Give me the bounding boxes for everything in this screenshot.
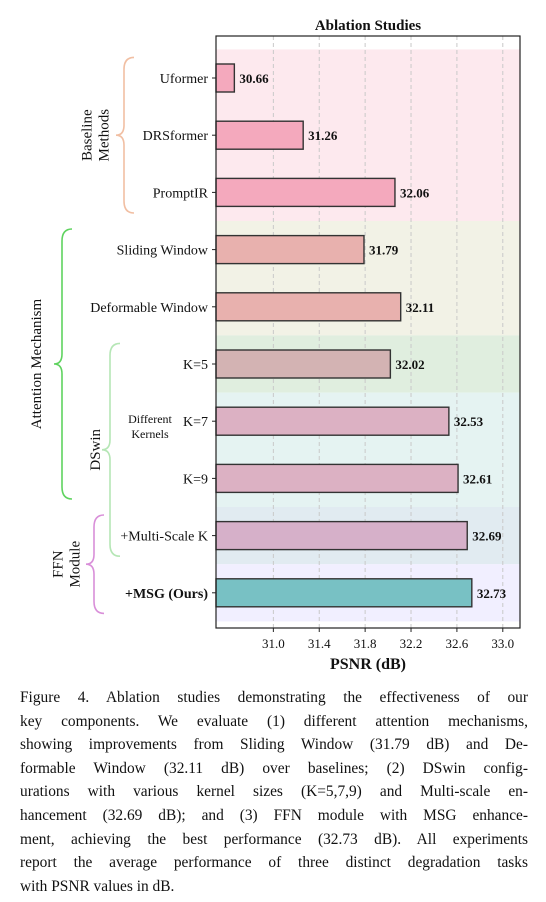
x-tick-label: 31.0 — [262, 636, 285, 651]
plot-frame — [215, 35, 521, 629]
x-tick-label: 31.4 — [308, 636, 331, 651]
caption-line: with PSNR values in dB. — [20, 877, 175, 895]
chart-title: Ablation Studies — [315, 18, 421, 34]
category-label: DRSformer — [143, 129, 209, 144]
x-tick-label: 31.8 — [354, 636, 377, 651]
category-label: Deformable Window — [90, 301, 209, 316]
group-label: Methods — [97, 109, 113, 162]
sub-group-label: Kernels — [131, 427, 169, 441]
bar-value-label: 32.73 — [477, 586, 507, 601]
group-label: Module — [68, 541, 84, 588]
bar-value-label: 32.06 — [400, 185, 430, 200]
bar — [215, 63, 236, 93]
category-label: Uformer — [160, 72, 209, 87]
x-axis-ticks: 31.0 31.4 31.8 32.2 32.6 33.0 — [262, 628, 514, 651]
x-axis-label: PSNR (dB) — [330, 656, 406, 673]
category-label: K=7 — [183, 415, 208, 430]
bar — [215, 177, 396, 208]
bar — [215, 463, 459, 494]
ablation-chart: 30.66 31.26 32.06 31.79 32.11 32.02 32.53 32.61… — [29, 18, 521, 673]
x-tick-label: 32.6 — [446, 636, 469, 651]
bar-value-label: 32.61 — [463, 471, 492, 486]
bar — [215, 234, 365, 265]
bar-value-label: 31.79 — [369, 243, 399, 258]
bar — [215, 120, 304, 150]
group-bracket — [115, 56, 135, 214]
group-label: DSwin — [88, 428, 104, 470]
bar — [215, 578, 473, 608]
category-label: K=5 — [183, 358, 208, 373]
category-label: Sliding Window — [117, 244, 209, 259]
bars: 30.66 31.26 32.06 31.79 32.11 32.02 32.53 32.61… — [215, 63, 507, 608]
caption-line: key components. We evaluate (1) differen… — [20, 712, 528, 730]
category-label: +MSG (Ours) — [125, 587, 208, 602]
group-bracket — [101, 342, 121, 557]
group-label: Attention Mechanism — [29, 298, 45, 429]
group-brackets: Baseline Methods Attention Mechanism DSwin F… — [29, 56, 173, 615]
bar-value-label: 30.66 — [239, 71, 269, 86]
caption-line: showing improvements from Sliding Window… — [20, 736, 528, 754]
bar-value-label: 32.02 — [395, 357, 424, 372]
group-label: Baseline — [80, 109, 96, 161]
figure-caption: Figure 4. Ablation studies demonstrating… — [20, 686, 528, 898]
caption-line: Figure 4. Ablation studies demonstrating… — [20, 689, 528, 706]
group-bracket — [53, 228, 73, 500]
caption-line: hancement (32.69 dB); and (3) FFN module… — [20, 806, 528, 824]
category-label: +Multi-Scale K — [120, 530, 208, 545]
category-label: K=9 — [183, 472, 208, 487]
group-bracket — [85, 514, 105, 615]
x-tick-label: 33.0 — [491, 636, 514, 651]
category-label: PromptIR — [153, 186, 209, 201]
caption-line: urations with various kernel sizes (K=5,… — [20, 783, 528, 801]
bar — [215, 406, 450, 436]
bar — [215, 292, 402, 322]
caption-line: ment, achieving the best performance (32… — [20, 830, 528, 848]
sub-group-label: Different — [128, 412, 172, 426]
caption-line: report the average performance of three … — [20, 854, 528, 872]
x-tick-label: 32.2 — [400, 636, 423, 651]
bar — [215, 349, 392, 379]
bar-value-label: 31.26 — [308, 128, 338, 143]
bar — [215, 520, 468, 551]
bar-value-label: 32.69 — [472, 529, 502, 544]
bar-value-label: 32.11 — [406, 300, 435, 315]
category-labels: Uformer DRSformer PromptIR Sliding Window De… — [90, 72, 216, 602]
bar-value-label: 32.53 — [454, 414, 484, 429]
caption-line: formable Window (32.11 dB) over baseline… — [20, 759, 528, 777]
group-label: FFN — [51, 550, 67, 578]
